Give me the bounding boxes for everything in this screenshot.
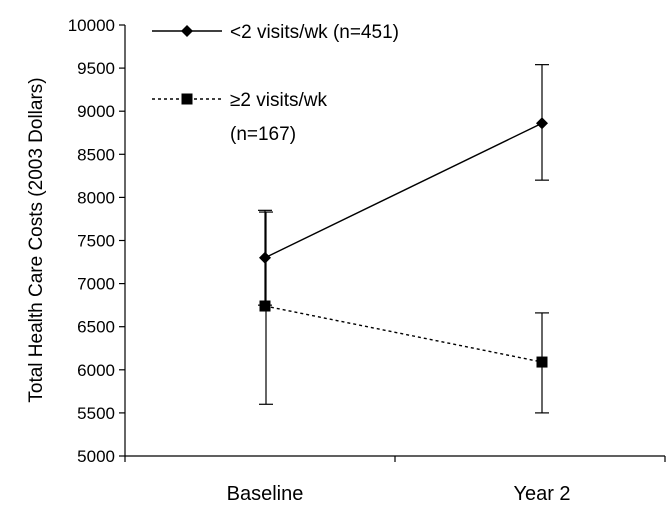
legend-label: (n=167) <box>230 124 296 145</box>
data-point <box>259 300 271 312</box>
legend-item-lt2-visits: <2 visits/wk (n=451) <box>152 22 399 43</box>
y-tick-label: 7000 <box>77 275 115 294</box>
y-tick-label: 5000 <box>77 447 115 466</box>
legend-marker <box>181 25 193 37</box>
legend-item-ge2-visits: ≥2 visits/wk (n=167) <box>152 90 327 145</box>
series-line <box>264 305 543 363</box>
plot-area <box>258 64 549 414</box>
series-ge2-visits <box>259 211 549 414</box>
y-tick-label: 8000 <box>77 188 115 207</box>
y-tick-label: 7500 <box>77 232 115 251</box>
y-tick-label: 9500 <box>77 59 115 78</box>
series-lt2-visits <box>258 64 549 306</box>
x-tick-label: Baseline <box>227 483 304 505</box>
legend-label: ≥2 visits/wk <box>230 90 327 111</box>
x-axis: Baseline Year 2 <box>124 455 666 505</box>
data-point <box>536 356 548 368</box>
y-axis: 5000 5500 6000 6500 7000 7500 8000 8500 9000 9500… <box>26 16 126 466</box>
x-tick-label: Year 2 <box>513 483 570 505</box>
legend-marker <box>181 93 193 105</box>
y-tick-label: 6000 <box>77 361 115 380</box>
y-tick-label: 8500 <box>77 145 115 164</box>
data-point <box>259 251 271 264</box>
y-ticks: 5000 5500 6000 6500 7000 7500 8000 8500 9000 9500… <box>68 16 125 466</box>
y-tick-label: 9000 <box>77 102 115 121</box>
y-axis-title: Total Health Care Costs (2003 Dollars) <box>26 77 47 402</box>
legend-label: <2 visits/wk (n=451) <box>230 22 399 43</box>
y-tick-label: 10000 <box>68 16 115 35</box>
series-line <box>264 122 543 259</box>
y-tick-label: 5500 <box>77 404 115 423</box>
y-tick-label: 6500 <box>77 318 115 337</box>
x-ticks: Baseline Year 2 <box>124 456 666 505</box>
data-point <box>536 117 548 130</box>
legend: <2 visits/wk (n=451) ≥2 visits/wk (n=167) <box>152 22 399 145</box>
